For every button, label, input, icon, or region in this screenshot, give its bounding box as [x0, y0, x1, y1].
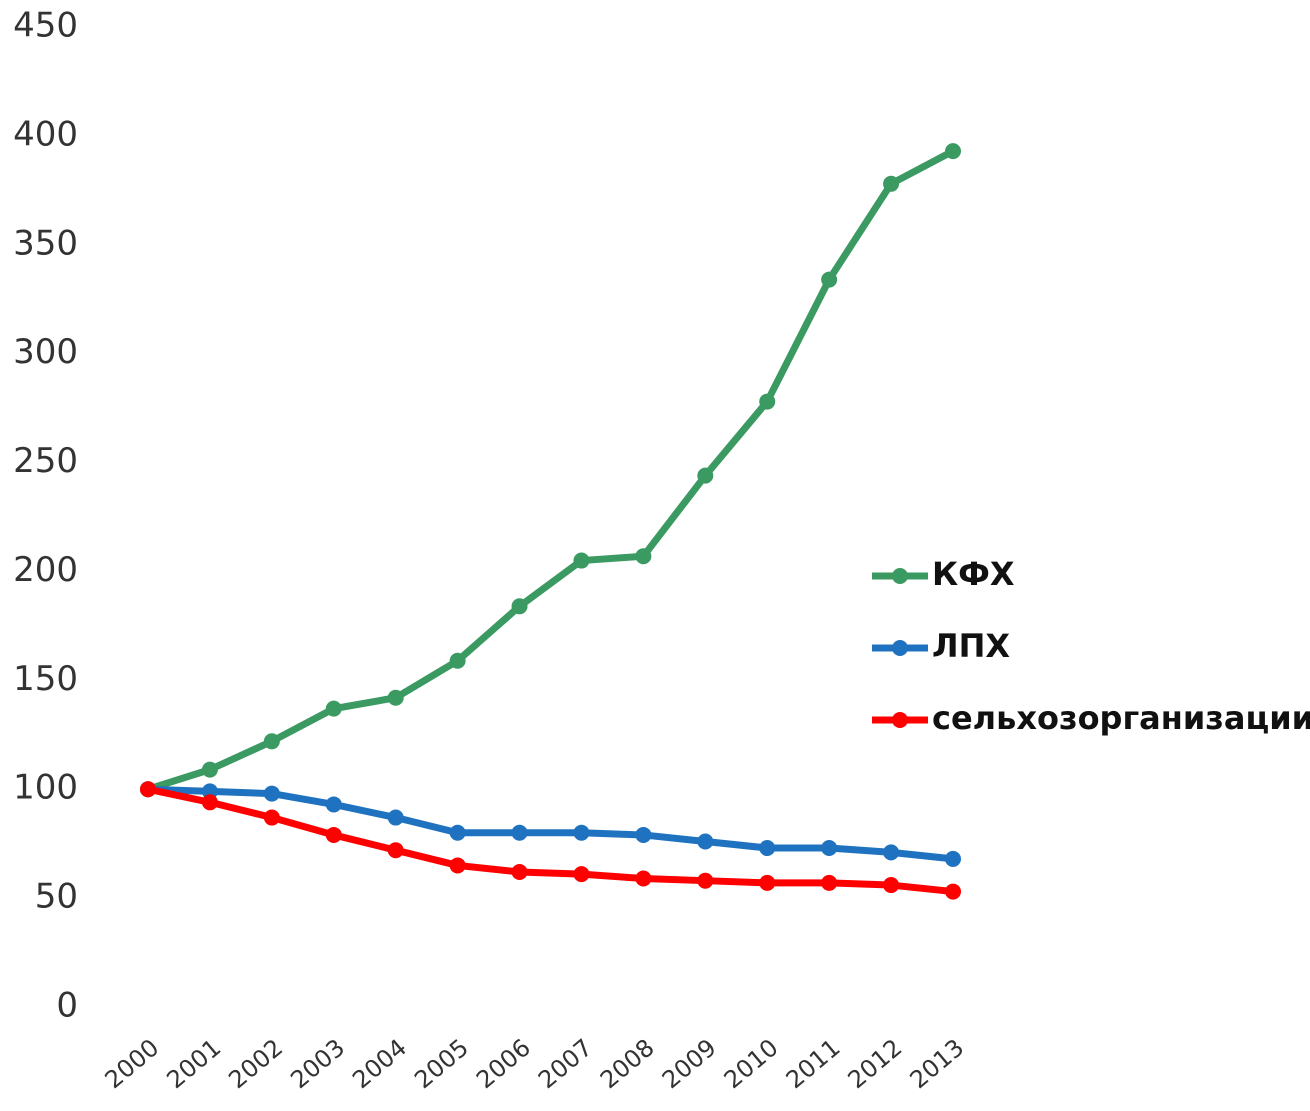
point — [201, 761, 218, 778]
point — [635, 548, 652, 565]
point — [821, 840, 838, 857]
point — [945, 850, 961, 867]
point — [635, 870, 652, 887]
point — [387, 689, 404, 706]
legend-label: сельхозорганизации — [932, 699, 1310, 737]
point — [325, 796, 342, 813]
y-tick-label: 100 — [13, 768, 78, 808]
point — [511, 824, 528, 841]
x-tick-label: 2013 — [905, 1034, 970, 1095]
point — [263, 785, 280, 802]
point — [201, 794, 218, 811]
point — [573, 824, 590, 841]
x-tick-label: 2001 — [161, 1034, 226, 1095]
point — [263, 809, 280, 826]
legend-label: КФХ — [932, 555, 1015, 593]
y-tick-label: 50 — [35, 877, 78, 917]
point — [697, 467, 714, 484]
series-line — [147, 785, 954, 896]
y-tick-label: 450 — [13, 6, 78, 46]
point — [325, 700, 342, 717]
point — [883, 175, 900, 192]
x-tick-label: 2000 — [100, 1034, 165, 1095]
legend-label: ЛПХ — [932, 627, 1010, 665]
point — [821, 874, 838, 891]
x-tick-label: 2010 — [719, 1034, 784, 1095]
y-tick-label: 250 — [13, 441, 78, 481]
y-tick-label: 200 — [13, 550, 78, 590]
point — [449, 652, 466, 669]
point — [759, 840, 776, 857]
legend-marker — [892, 712, 908, 728]
point — [697, 833, 714, 850]
legend-marker — [892, 568, 908, 584]
point — [325, 826, 342, 843]
point — [449, 824, 466, 841]
point — [387, 842, 404, 859]
y-tick-label: 400 — [13, 114, 78, 154]
point — [140, 781, 156, 798]
point — [449, 857, 466, 874]
point — [263, 733, 280, 750]
x-tick-label: 2003 — [285, 1034, 350, 1095]
x-tick-label: 2005 — [409, 1034, 474, 1095]
point — [387, 809, 404, 826]
point — [573, 552, 590, 569]
point — [883, 877, 900, 894]
point — [511, 863, 528, 880]
series-line — [147, 785, 954, 863]
x-tick-label: 2004 — [347, 1034, 412, 1095]
point — [635, 826, 652, 843]
x-tick-label: 2006 — [471, 1034, 536, 1095]
y-tick-label: 150 — [13, 659, 78, 699]
y-tick-label: 300 — [13, 332, 78, 372]
x-tick-label: 2011 — [781, 1034, 846, 1095]
x-tick-label: 2008 — [595, 1034, 660, 1095]
point — [511, 598, 528, 615]
point — [759, 393, 776, 410]
series-line — [146, 148, 955, 793]
legend-marker — [892, 640, 908, 656]
y-tick-label: 0 — [56, 986, 78, 1026]
point — [945, 883, 961, 900]
x-tick-label: 2007 — [533, 1034, 598, 1095]
y-tick-label: 350 — [13, 223, 78, 263]
point — [821, 271, 838, 288]
point — [759, 874, 776, 891]
point — [697, 872, 714, 889]
point — [945, 143, 961, 160]
x-tick-label: 2002 — [223, 1034, 288, 1095]
x-tick-label: 2012 — [843, 1034, 908, 1095]
point — [573, 866, 590, 883]
point — [883, 844, 900, 861]
x-tick-label: 2009 — [657, 1034, 722, 1095]
